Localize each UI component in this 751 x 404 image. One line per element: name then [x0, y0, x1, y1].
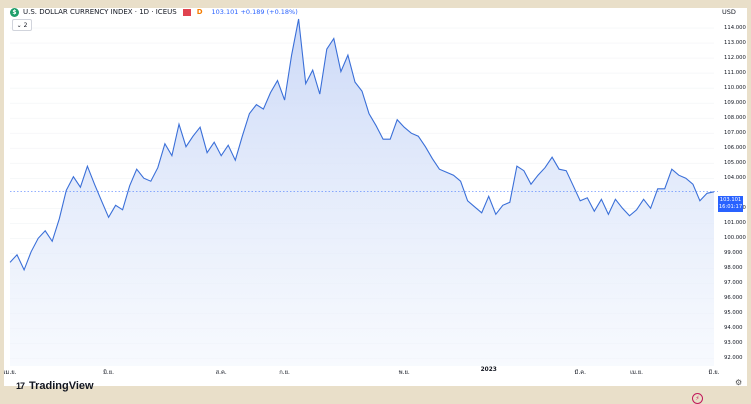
- tradingview-logo[interactable]: 17 TradingView: [16, 380, 94, 392]
- price-tick-label: 113.000: [724, 40, 746, 47]
- price-tick-label: 94.000: [724, 325, 743, 332]
- time-tick-label: มี.ค.: [574, 370, 586, 376]
- last-price-tag: 103.101 16:01:17: [718, 196, 743, 212]
- currency-label[interactable]: USD: [722, 8, 736, 16]
- flag-icon[interactable]: [182, 8, 191, 16]
- indicator-count: 2: [23, 21, 28, 29]
- price-tick-label: 92.000: [724, 355, 743, 362]
- indicator-toggle-button[interactable]: ⌄ 2: [12, 19, 32, 31]
- tradingview-wordmark: TradingView: [29, 380, 94, 392]
- dollar-symbol-icon: $: [10, 7, 19, 17]
- bar-countdown: 16:01:17: [718, 204, 743, 210]
- time-tick-label: ก.ย.: [279, 370, 290, 376]
- price-tick-label: 100.000: [724, 235, 746, 242]
- tradingview-mark-icon: 17: [16, 381, 25, 391]
- ohlc-values: 103.101 +0.189 (+0.18%): [211, 8, 298, 16]
- price-axis[interactable]: 114.000 113.000 112.000 111.000 110.000 109.0…: [718, 0, 746, 370]
- price-tick-label: 104.000: [724, 175, 746, 182]
- replay-icon[interactable]: ⚡: [692, 393, 703, 404]
- price-tick-label: 110.000: [724, 85, 746, 92]
- last-price-value: 103.101: [719, 197, 742, 203]
- chart-legend: $ U.S. DOLLAR CURRENCY INDEX · 1D · ICEU…: [10, 5, 298, 19]
- time-tick-label: เม.ย.: [3, 370, 17, 376]
- price-chart[interactable]: [0, 0, 751, 388]
- price-tick-label: 112.000: [724, 55, 746, 62]
- price-tick-label: 93.000: [724, 340, 743, 347]
- chevron-down-icon: ⌄: [16, 21, 22, 29]
- price-tick-label: 97.000: [724, 280, 743, 287]
- price-tick-label: 96.000: [724, 295, 743, 302]
- time-tick-label: เม.ย.: [630, 370, 643, 376]
- time-tick-label: 2023: [480, 367, 497, 373]
- price-area-fill: [10, 19, 714, 366]
- time-tick-label: มิ.ย.: [708, 370, 720, 376]
- time-tick-label: พ.ย.: [398, 370, 410, 376]
- price-tick-label: 98.000: [724, 265, 743, 272]
- symbol-title[interactable]: U.S. DOLLAR CURRENCY INDEX · 1D · ICEUS: [23, 8, 177, 16]
- price-tick-label: 107.000: [724, 130, 746, 137]
- time-tick-label: ส.ค.: [215, 370, 227, 376]
- gear-icon[interactable]: ⚙: [735, 378, 743, 387]
- price-tick-label: 101.000: [724, 220, 746, 227]
- price-tick-label: 105.000: [724, 160, 746, 167]
- interval-badge: D: [196, 8, 203, 16]
- price-tick-label: 111.000: [724, 70, 746, 77]
- price-tick-label: 99.000: [724, 250, 743, 257]
- price-tick-label: 108.000: [724, 115, 746, 122]
- price-line: [9, 18, 715, 272]
- price-tick-label: 95.000: [724, 310, 743, 317]
- price-tick-label: 114.000: [724, 25, 746, 32]
- price-tick-label: 106.000: [724, 145, 746, 152]
- time-tick-label: มิ.ย.: [103, 370, 114, 376]
- price-tick-label: 109.000: [724, 100, 746, 107]
